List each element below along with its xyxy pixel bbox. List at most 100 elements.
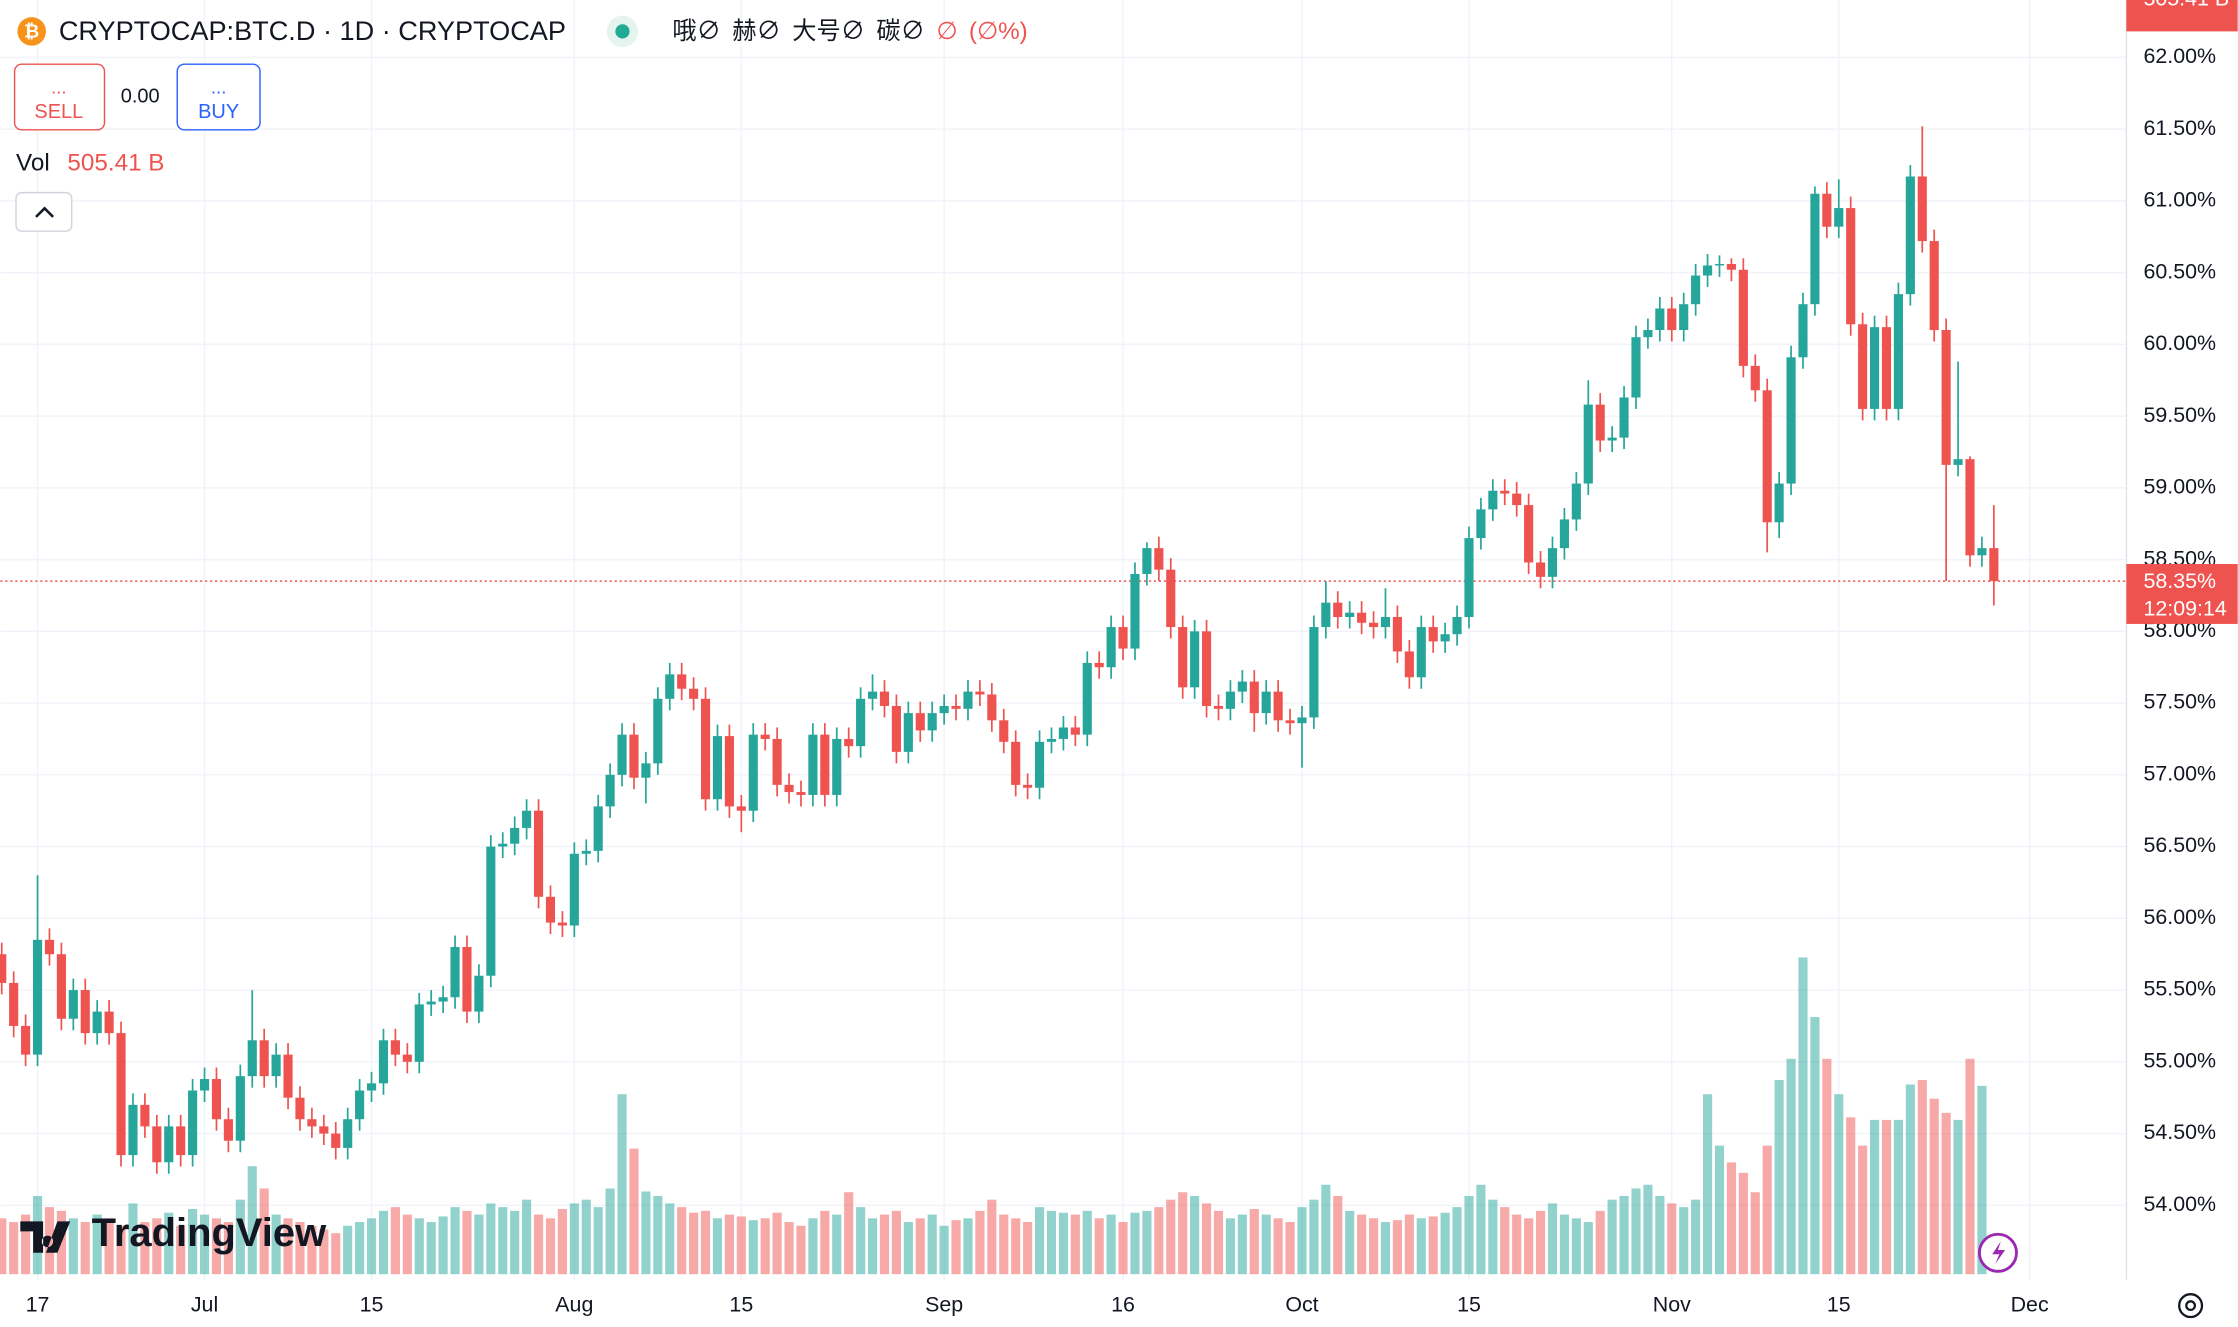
volume-bar: [1738, 1172, 1748, 1275]
candle-body: [1750, 365, 1760, 391]
candle-body: [903, 713, 913, 752]
sell-button[interactable]: [13, 63, 106, 131]
volume-bar: [510, 1210, 520, 1275]
y-tick-label: 54.00%: [2144, 1192, 2217, 1216]
volume-bar: [343, 1225, 353, 1275]
volume-bar: [712, 1218, 723, 1275]
candle-body: [1357, 612, 1367, 623]
volume-bar: [1846, 1117, 1856, 1275]
candle-body: [223, 1119, 233, 1141]
candle-body: [366, 1083, 377, 1091]
settings-button[interactable]: [2178, 1293, 2204, 1319]
collapse-button[interactable]: [15, 191, 73, 232]
candle-body: [1905, 176, 1915, 295]
candle-body: [677, 674, 687, 689]
candle-body: [402, 1054, 412, 1062]
volume-bar: [844, 1192, 854, 1275]
volume-bar: [9, 1222, 19, 1275]
volume-bar: [1858, 1145, 1868, 1275]
y-tick-label: 57.50%: [2144, 690, 2217, 714]
candle-body: [1726, 264, 1736, 270]
symbol[interactable]: CRYPTOCAP:BTC.D · 1D · CRYPTOCAP: [59, 15, 566, 46]
volume-bar: [104, 1218, 114, 1275]
candle-body: [1440, 634, 1450, 642]
candle-body: [1023, 784, 1033, 788]
volume-bar: [450, 1207, 460, 1275]
volume-bar: [1070, 1214, 1080, 1275]
candle-body: [486, 846, 496, 976]
candle-body: [116, 1033, 126, 1156]
volume-bar: [1488, 1199, 1498, 1275]
high-label: 赫∅: [732, 18, 781, 45]
volume-bar: [736, 1216, 746, 1275]
y-tick-label: 61.50%: [2144, 116, 2217, 140]
volume-bar: [1190, 1195, 1200, 1275]
candle-body: [32, 939, 43, 1055]
volume-bar: [331, 1233, 341, 1275]
candle-body: [629, 734, 639, 778]
candle-body: [1428, 627, 1438, 642]
buy-button[interactable]: [176, 63, 261, 131]
candle-body: [939, 705, 949, 714]
candle-body: [331, 1133, 341, 1148]
volume-tag-label: 505.41 B: [2144, 0, 2230, 11]
candle-body: [426, 1001, 436, 1005]
candle-body: [1929, 241, 1939, 331]
volume-label: Vol: [16, 149, 50, 176]
volume-bar: [879, 1214, 890, 1275]
candle-body: [1977, 548, 1987, 556]
candle-body: [617, 734, 627, 775]
x-tick-label: 17: [26, 1292, 50, 1316]
volume-bar: [259, 1188, 269, 1275]
candle-body: [1500, 490, 1510, 494]
volume-bar: [1345, 1210, 1355, 1275]
volume-bar: [307, 1225, 317, 1275]
y-tick-label: 60.50%: [2144, 259, 2217, 283]
candle-body: [1046, 738, 1057, 742]
volume-bar: [1929, 1098, 1939, 1275]
volume-bar: [0, 1218, 7, 1275]
volume-bar: [1034, 1207, 1045, 1275]
candle-body: [593, 806, 603, 851]
volume-bar: [832, 1214, 842, 1275]
candle-body: [772, 738, 782, 785]
volume-bar: [1046, 1210, 1057, 1275]
volume-bar: [1691, 1199, 1701, 1275]
candle-body: [796, 792, 806, 795]
candle-body: [128, 1104, 138, 1156]
volume-bar: [152, 1218, 162, 1275]
candle-body: [1213, 705, 1224, 709]
candle-body: [510, 827, 520, 844]
volume-bar: [1428, 1216, 1438, 1275]
volume-bar: [1726, 1162, 1736, 1275]
volume-bar: [1762, 1145, 1772, 1275]
volume-bar: [1333, 1195, 1343, 1275]
volume-bar: [1750, 1192, 1760, 1275]
buy-label: BUY: [198, 101, 239, 123]
volume-bar: [271, 1214, 281, 1275]
candle-body: [856, 698, 866, 747]
y-tick-label: 60.00%: [2144, 331, 2217, 355]
volume-bar: [1822, 1058, 1832, 1275]
volume-bar: [1631, 1188, 1641, 1275]
volume-bar: [1023, 1222, 1033, 1275]
candle-body: [1667, 308, 1677, 331]
candle-body: [1822, 193, 1832, 227]
volume-bar: [1118, 1222, 1128, 1275]
candle-body: [1524, 505, 1534, 563]
volume-bar: [1321, 1184, 1331, 1275]
candle-body: [1869, 327, 1880, 409]
candle-body: [438, 997, 448, 1002]
volume-bar: [593, 1207, 603, 1275]
candle-body: [80, 990, 90, 1034]
candle-body: [987, 694, 997, 721]
volume-bar: [1798, 957, 1808, 1275]
volume-bar: [426, 1222, 436, 1275]
volume-bar: [963, 1218, 973, 1275]
volume-bar: [1917, 1080, 1927, 1275]
y-tick-label: 57.00%: [2144, 761, 2217, 785]
candle-body: [1237, 681, 1247, 692]
candle-body: [1702, 265, 1713, 276]
change-pct: (∅%): [969, 18, 1028, 45]
volume-bar: [1786, 1058, 1796, 1275]
